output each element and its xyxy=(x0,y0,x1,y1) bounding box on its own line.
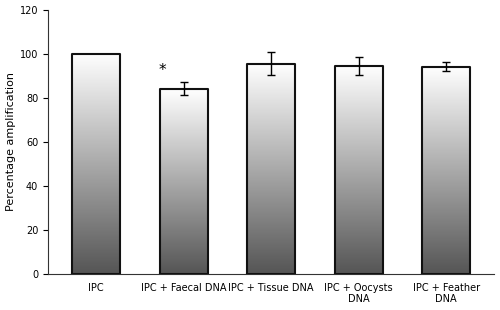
Y-axis label: Percentage amplification: Percentage amplification xyxy=(6,72,16,211)
Text: *: * xyxy=(158,63,166,78)
